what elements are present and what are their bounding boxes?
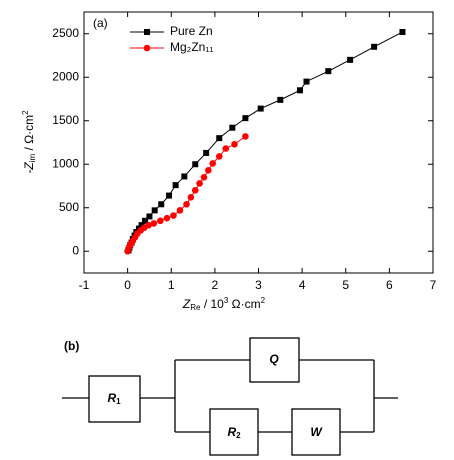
component-label: Q: [269, 352, 279, 366]
data-point: [187, 194, 195, 201]
data-point: [347, 56, 354, 63]
data-point: [158, 201, 165, 208]
data-point: [142, 217, 149, 224]
data-point: [163, 214, 171, 222]
x-tick-label: -1: [79, 278, 90, 292]
data-point: [192, 161, 199, 168]
x-tick-label: 5: [342, 278, 349, 292]
x-tick-label: 4: [299, 278, 306, 292]
x-tick-label: 7: [430, 278, 437, 292]
component-label: W: [310, 425, 323, 439]
data-point: [242, 133, 249, 140]
x-tick-label: 0: [124, 278, 131, 292]
resistor: [88, 375, 141, 423]
data-point: [172, 182, 179, 189]
data-point: [209, 160, 216, 167]
data-point: [229, 124, 236, 131]
panel-label: (a): [93, 16, 108, 30]
data-point: [205, 167, 212, 174]
warburg: [291, 408, 341, 456]
y-axis-label: -Zim / Ω·cm2: [21, 110, 37, 174]
legend-label: Pure Zn: [170, 24, 213, 38]
legend-marker: [144, 29, 150, 35]
data-point: [166, 192, 173, 199]
data-point: [371, 43, 378, 50]
panel-label: (b): [64, 339, 79, 353]
y-tick-label: 1500: [52, 113, 79, 127]
data-point: [325, 68, 332, 75]
y-tick-label: 500: [59, 200, 79, 214]
data-point: [151, 207, 158, 214]
data-point: [257, 105, 264, 112]
data-point: [203, 149, 210, 156]
y-tick-label: 1000: [52, 156, 79, 170]
data-point: [150, 220, 158, 227]
x-tick-label: 1: [168, 278, 175, 292]
legend-label: Mg₂Zn₁₁: [170, 40, 213, 54]
legend-marker: [143, 44, 151, 52]
cpe: [249, 337, 300, 383]
x-tick-label: 3: [255, 278, 262, 292]
data-point: [216, 135, 223, 142]
data-point: [303, 78, 310, 85]
data-point: [231, 140, 238, 148]
data-point: [146, 213, 153, 220]
wire: [62, 359, 398, 433]
data-point: [176, 207, 184, 214]
data-point: [138, 222, 145, 229]
y-tick-label: 2000: [52, 69, 79, 83]
data-point: [277, 96, 284, 103]
data-point: [157, 217, 164, 225]
component-label: R1: [107, 391, 121, 406]
data-point: [242, 115, 249, 122]
data-point: [145, 221, 152, 229]
resistor: [209, 408, 259, 456]
y-tick-label: 2500: [52, 26, 79, 40]
data-point: [215, 153, 223, 160]
x-tick-label: 6: [386, 278, 393, 292]
data-point: [222, 145, 230, 152]
data-point: [399, 29, 406, 36]
data-point: [200, 174, 208, 181]
circuit: (b) R1 Q R2 W: [62, 337, 398, 456]
data-point: [196, 180, 203, 187]
x-axis-label: ZRe / 103 Ω·cm2: [182, 296, 266, 312]
component-label: R2: [227, 425, 241, 440]
y-tick-label: 0: [72, 243, 79, 257]
data-point: [170, 212, 177, 219]
series-line: [127, 136, 246, 252]
data-point: [191, 187, 199, 194]
x-tick-label: 2: [212, 278, 219, 292]
data-point: [296, 87, 303, 94]
data-point: [181, 173, 188, 180]
data-point: [183, 200, 190, 208]
